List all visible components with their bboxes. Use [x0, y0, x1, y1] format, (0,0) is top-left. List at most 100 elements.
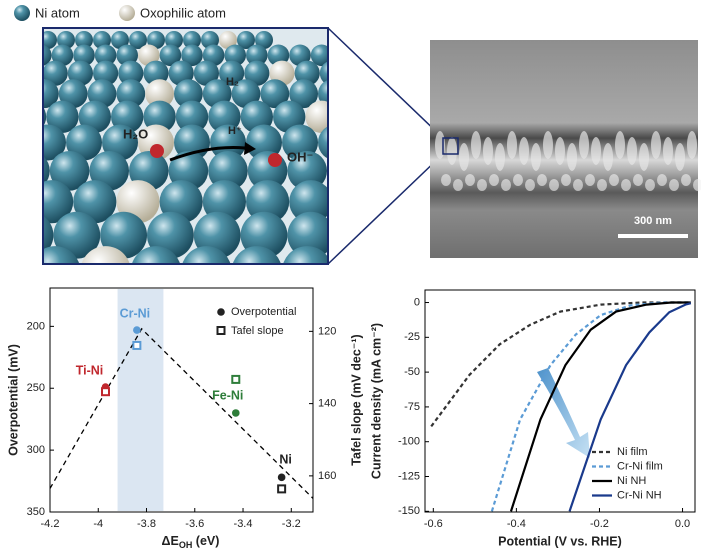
y-tick-label: -75: [404, 401, 420, 413]
x-tick-label: -0.2: [590, 518, 609, 530]
ni-atom: [116, 44, 138, 67]
ni-atom: [183, 31, 201, 49]
tafel-point: [100, 387, 110, 397]
highlight-band: [117, 289, 164, 511]
y-tick-label: 200: [27, 320, 45, 332]
sem-grain: [579, 131, 589, 159]
ni-atom: [111, 31, 129, 49]
legend-label: Ni film: [617, 446, 648, 458]
ni-atom: [66, 124, 102, 161]
sem-grain: [543, 131, 553, 159]
reaction-arrow: [169, 146, 246, 162]
sem-grain: [531, 143, 541, 171]
y-tick-label: -25: [404, 331, 420, 343]
sem-grain: [513, 174, 523, 186]
oxophilic-atom: [219, 31, 237, 49]
plot-frame: [49, 287, 314, 513]
legend-label: Cr-Ni film: [617, 460, 663, 472]
series-line: [430, 301, 691, 428]
ni-atom: [73, 44, 95, 67]
series-line: [509, 301, 691, 512]
x-tick-label: -3.2: [282, 518, 301, 530]
ni-atom: [165, 31, 183, 49]
sem-grain: [651, 131, 661, 159]
y-tick-label: -125: [398, 470, 420, 482]
x-axis-label: Potential (V vs. RHE): [498, 534, 622, 548]
x-tick-label: -4.2: [41, 518, 60, 530]
trend-arrow: [537, 368, 590, 458]
sem-grain: [621, 179, 631, 191]
x-tick-label: -3.8: [137, 518, 156, 530]
sem-grain: [657, 174, 667, 186]
sem-grain: [495, 143, 505, 171]
x-tick-label: -0.6: [424, 518, 443, 530]
sem-grain: [573, 179, 583, 191]
sem-grain: [549, 179, 559, 191]
legend-label: Ni NH: [617, 475, 646, 487]
legend-label: Tafel slope: [231, 325, 284, 337]
ni-atom: [116, 79, 146, 109]
sem-grain: [681, 174, 691, 186]
ni-atom: [255, 31, 273, 49]
tafel-point: [132, 340, 142, 350]
sem-texture: [435, 131, 701, 191]
ni-atom: [332, 180, 375, 223]
trend-line: [49, 327, 314, 499]
ni-atom: [94, 44, 117, 67]
ni-atom: [332, 246, 382, 296]
ni-atom: [53, 211, 101, 259]
ni-atom: [287, 211, 328, 259]
ni-atom: [143, 60, 169, 86]
sem-grain: [663, 137, 673, 165]
ni-atom: [75, 31, 93, 49]
y-tick-label: -100: [398, 436, 420, 448]
ni-atom: [246, 124, 282, 161]
zoom-box: [442, 137, 459, 155]
sem-grain: [585, 174, 595, 186]
ni-atom: [17, 61, 42, 86]
ni-atom: [310, 44, 328, 67]
zoom-line: [327, 27, 444, 139]
ni-atom: [370, 101, 402, 133]
sem-grain: [507, 131, 517, 159]
overpotential-point: [231, 409, 240, 417]
tafel-point: [231, 374, 241, 384]
sem-grain: [501, 179, 511, 191]
ni-atom: [283, 246, 328, 264]
ni-atom: [219, 60, 245, 86]
x-axis-label: ΔEOH (eV): [162, 534, 220, 550]
sem-grain: [441, 174, 451, 186]
ni-atom: [159, 44, 182, 67]
sem-grain: [627, 137, 637, 165]
overpotential-point: [133, 326, 141, 334]
y-tick-label: 300: [27, 444, 45, 456]
ni-atom: [244, 60, 270, 86]
x-tick-label: 0.0: [675, 518, 690, 530]
legend-label: Cr-Ni NH: [617, 489, 662, 501]
y2-tick-label: 120: [318, 325, 336, 337]
point-label: Ni: [279, 453, 292, 467]
ni-atom: [174, 79, 203, 109]
ni-atom: [201, 31, 219, 49]
ni-atom: [182, 246, 231, 264]
ni-atom: [381, 212, 428, 259]
ni-atom: [354, 125, 390, 161]
ni-atom: [46, 100, 79, 133]
legend-marker: [216, 326, 226, 335]
ni-atom: [289, 79, 318, 109]
sem-grain: [633, 174, 643, 186]
ni-atom: [43, 60, 68, 86]
legend-label: Ni atom: [35, 5, 80, 20]
species-label: OH⁻: [287, 149, 313, 164]
plot-frame: [424, 289, 696, 513]
ni-atom: [147, 31, 165, 49]
legend-label: Oxophilic atom: [140, 5, 226, 20]
sem-grain: [483, 137, 493, 165]
ni-atom: [175, 100, 209, 133]
scale-label: 300 nm: [634, 215, 672, 227]
ni-atom: [260, 79, 290, 109]
ni-atom: [93, 60, 119, 86]
sem-grain: [489, 174, 499, 186]
ni-atom: [318, 126, 328, 159]
